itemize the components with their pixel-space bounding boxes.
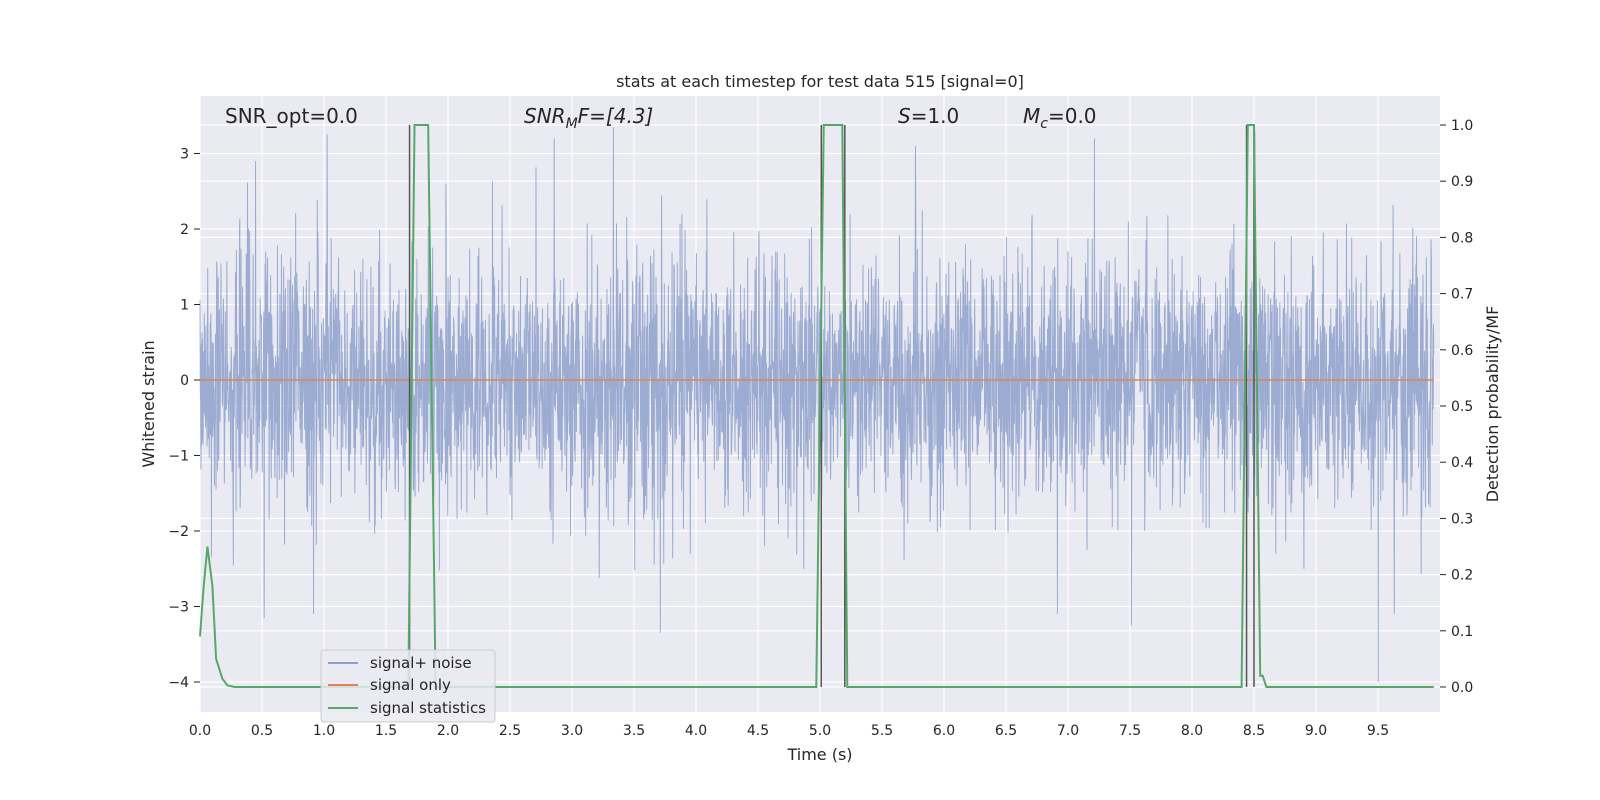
x-tick-label: 3.0 (561, 723, 583, 739)
x-tick-label: 8.5 (1243, 723, 1265, 739)
y2-axis-label: Detection probability/MF (1483, 306, 1502, 503)
series-signal-statistics (199, 124, 1434, 688)
y-tick-label: 0 (180, 373, 189, 389)
s-rest: =1.0 (911, 104, 960, 128)
x-tick-label: 1.0 (313, 723, 335, 739)
snr-mf-sub: M (566, 116, 578, 132)
snr-mf-rest-ital: F=[4.3] (578, 104, 654, 128)
x-axis-label: Time (s) (786, 745, 852, 764)
y2-tick-label: 0.4 (1451, 455, 1473, 471)
mc-base: M (1023, 104, 1040, 128)
x-tick-label: 8.0 (1181, 723, 1203, 739)
mc-sub: c (1040, 116, 1048, 132)
y-tick-label: −4 (168, 675, 189, 691)
mc-rest: =0.0 (1048, 104, 1097, 128)
y2-tick-label: 0.7 (1451, 287, 1473, 303)
legend-box (320, 649, 496, 723)
y-tick-label: 1 (180, 298, 189, 314)
x-tick-label: 6.5 (995, 723, 1017, 739)
annotation-s: S=1.0 (898, 104, 959, 128)
x-tick-label: 0.0 (189, 723, 211, 739)
x-tick-label: 5.0 (809, 723, 831, 739)
annotation-snr-mf: SNRMF=[4.3] (524, 104, 653, 132)
y-tick-label: −2 (168, 524, 189, 540)
x-tick-label: 7.0 (1057, 723, 1079, 739)
legend-label-signal-noise: signal+ noise (370, 654, 472, 672)
y2-tick-label: 0.2 (1451, 568, 1473, 584)
y-axis-ticks: 3 2 1 0 −1 −2 −3 −4 (168, 147, 200, 691)
y-axis-label: Whitened strain (139, 340, 158, 467)
annotation-snr-opt: SNR_opt=0.0 (225, 104, 358, 128)
x-tick-label: 9.5 (1367, 723, 1389, 739)
x-tick-label: 3.5 (623, 723, 645, 739)
x-tick-label: 4.5 (747, 723, 769, 739)
legend-label-signal-statistics: signal statistics (370, 699, 486, 717)
x-tick-label: 7.5 (1119, 723, 1141, 739)
y2-tick-label: 0.6 (1451, 343, 1473, 359)
y2-tick-label: 0.0 (1451, 680, 1473, 696)
y-tick-label: −1 (168, 449, 189, 465)
legend-label-signal-only: signal only (370, 676, 451, 694)
s-var: S (898, 104, 911, 128)
x-tick-label: 9.0 (1305, 723, 1327, 739)
y2-axis-ticks: 1.0 0.9 0.8 0.7 0.6 0.5 0.4 0.3 0.2 0.1 0.0 (1440, 118, 1473, 696)
x-tick-label: 2.0 (437, 723, 459, 739)
y-tick-label: 3 (180, 147, 189, 163)
x-axis-ticks: 0.0 0.5 1.0 1.5 2.0 2.5 3.0 3.5 4.0 4.5 5.0 5.5 6.0 6… (189, 723, 1389, 739)
signal-noise-line (199, 127, 1435, 683)
signal-statistics-line (199, 124, 1434, 688)
chart-title: stats at each timestep for test data 515… (616, 72, 1024, 91)
annotation-mc: Mc=0.0 (1023, 104, 1097, 132)
legend: signal+ noise signal only signal statist… (320, 649, 496, 723)
y2-tick-label: 1.0 (1451, 118, 1473, 134)
y2-tick-label: 0.1 (1451, 624, 1473, 640)
x-tick-label: 6.0 (933, 723, 955, 739)
x-tick-label: 5.5 (871, 723, 893, 739)
y2-tick-label: 0.3 (1451, 511, 1473, 527)
x-tick-label: 0.5 (251, 723, 273, 739)
series-signal-noise (199, 127, 1435, 683)
x-tick-label: 4.0 (685, 723, 707, 739)
snr-mf-base: SNR (524, 104, 566, 128)
y2-tick-label: 0.9 (1451, 174, 1473, 190)
x-tick-label: 1.5 (375, 723, 397, 739)
y-tick-label: 2 (180, 222, 189, 238)
y2-tick-label: 0.5 (1451, 399, 1473, 415)
x-tick-label: 2.5 (499, 723, 521, 739)
y-tick-label: −3 (168, 600, 189, 616)
y2-tick-label: 0.8 (1451, 230, 1473, 246)
